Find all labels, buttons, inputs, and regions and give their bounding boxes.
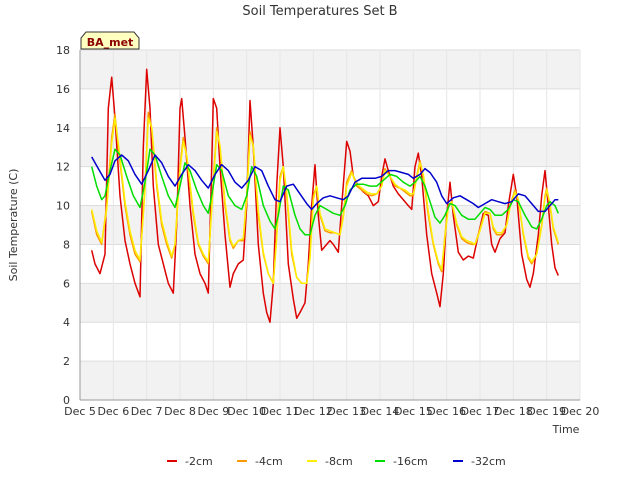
y-tick-label: 8 [63,238,70,251]
series-line-neg8cm [90,117,560,285]
x-tick-label: Dec 8 [164,405,196,418]
background-bands [80,50,580,400]
site-label-badge: BA_met [80,31,140,50]
legend-label: -2cm [185,455,213,468]
x-tick-label: Dec 19 [527,405,566,418]
x-tick-label: Dec 7 [131,405,163,418]
axes [79,50,580,401]
x-tick-label: Dec 13 [327,405,366,418]
background-band [80,88,580,128]
series-line-neg2cm [90,68,559,323]
legend-label: -32cm [471,455,506,468]
background-band [80,127,580,167]
tick-labels: 0 2 4 6 8 10 12 14 16 18 Dec 5 Dec 6 Dec 7 Dec 8 Dec 9… [56,44,599,418]
x-axis-label: Time [552,423,580,436]
x-tick-label: Dec 12 [294,405,333,418]
y-tick-label: 6 [63,277,70,290]
series-line-neg16cm [90,148,559,236]
y-tick-label: 14 [56,122,70,135]
y-tick-label: 2 [63,355,70,368]
series-lines [90,68,560,323]
x-tick-label: Dec 16 [427,405,466,418]
site-label-box [80,31,140,50]
x-tick-label: Dec 17 [461,405,500,418]
series-line-neg32cm [91,154,559,213]
y-tick-label: 18 [56,44,70,57]
site-label: BA_met [87,36,134,49]
x-tick-label: Dec 18 [494,405,533,418]
background-band [80,50,580,89]
x-tick-label: Dec 11 [261,405,300,418]
x-tick-label: Dec 14 [361,405,400,418]
y-tick-label: 0 [63,394,70,407]
background-band [80,244,580,284]
x-tick-label: Dec 9 [197,405,229,418]
y-tick-label: 12 [56,161,70,174]
x-tick-label: Dec 6 [97,405,129,418]
y-tick-label: 16 [56,83,70,96]
gridlines [79,49,581,401]
x-tick-label: Dec 20 [561,405,600,418]
chart-title: Soil Temperatures Set B [242,4,397,19]
background-band [80,322,580,362]
legend: -2cm -4cm -8cm -16cm -32cm [167,455,506,468]
x-tick-label: Dec 10 [227,405,266,418]
legend-label: -4cm [255,455,283,468]
background-band [80,361,580,400]
background-band [80,283,580,323]
legend-label: -8cm [325,455,353,468]
x-tick-label: Dec 15 [394,405,433,418]
y-tick-label: 10 [56,200,70,213]
x-tick-label: Dec 5 [64,405,96,418]
legend-label: -16cm [393,455,428,468]
y-tick-label: 4 [63,316,70,329]
y-axis-label: Soil Temperature (C) [7,169,20,282]
background-band [80,166,580,206]
